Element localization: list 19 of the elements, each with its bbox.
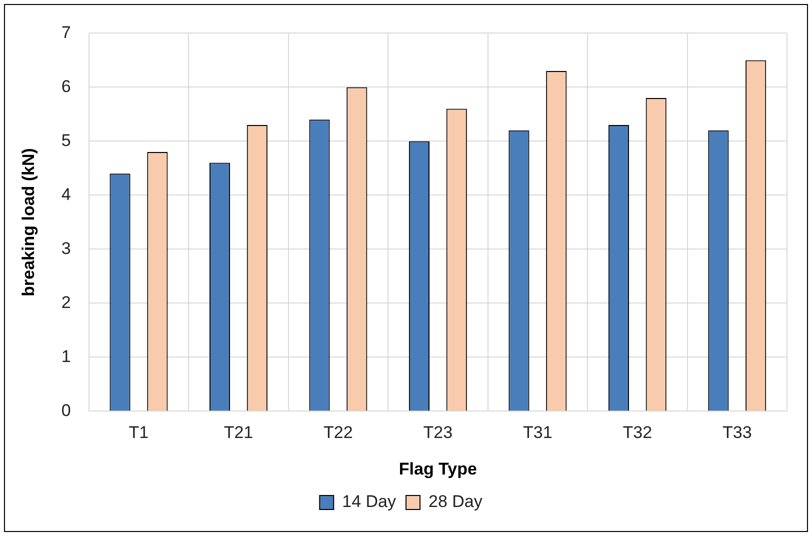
x-tick-label: T22 [324,423,353,442]
x-tick-label: T21 [224,423,254,442]
y-tick-label: 7 [61,22,71,42]
x-tick-label: T32 [622,423,652,442]
y-tick-label: 4 [61,184,71,204]
x-tick-label: T31 [523,423,552,442]
legend-label: 14 Day [342,492,396,512]
y-tick-label: 3 [61,238,71,258]
x-tick-label: T1 [128,423,149,442]
x-axis-title: Flag Type [398,459,477,478]
y-tick-label: 2 [61,292,71,312]
y-tick-label: 1 [61,346,71,366]
y-tick-label: 5 [61,130,71,150]
y-axis-title: breaking load (kN) [18,148,38,296]
x-tick-label: T33 [722,423,752,442]
x-tick-label: T23 [423,423,453,442]
y-tick-label: 6 [61,76,71,96]
legend-label: 28 Day [428,492,483,512]
y-tick-label: 0 [61,400,71,420]
